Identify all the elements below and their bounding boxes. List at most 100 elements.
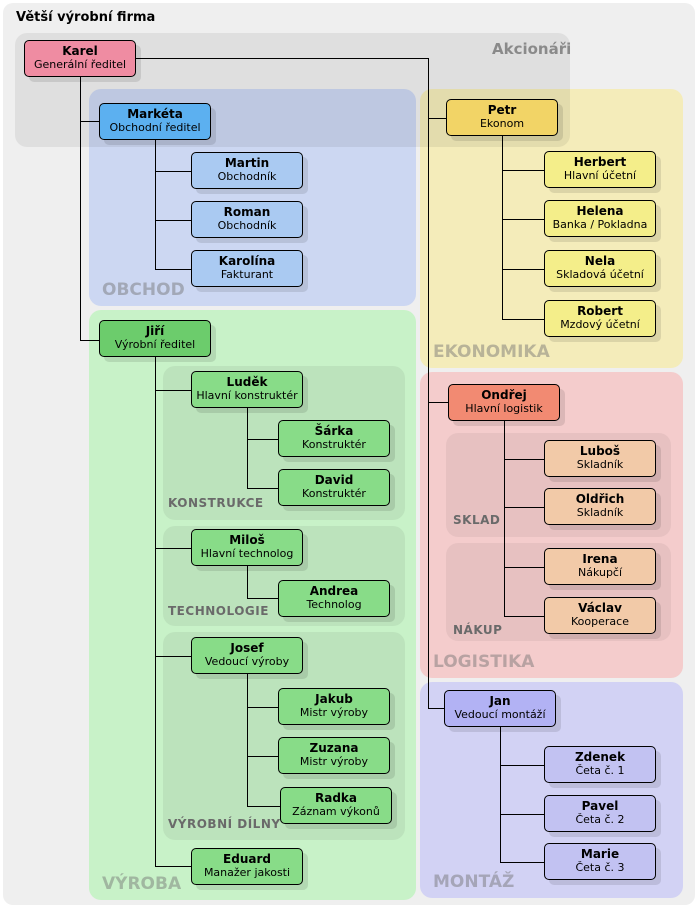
node-role: Manažer jakosti (203, 866, 291, 879)
node-milos[interactable]: Miloš Hlavní technolog (191, 529, 303, 566)
connector (247, 408, 278, 489)
connector (136, 58, 448, 709)
node-oldrich[interactable]: Oldřich Skladník (544, 488, 656, 525)
node-name: David (314, 473, 354, 487)
node-role: Hlavní konstruktér (196, 389, 298, 402)
node-jakub[interactable]: Jakub Mistr výroby (278, 688, 390, 725)
node-name: Ondřej (481, 388, 527, 402)
node-name: Zdenek (574, 750, 626, 764)
node-martin[interactable]: Martin Obchodník (191, 152, 303, 189)
node-role: Obchodní ředitel (109, 121, 201, 134)
node-role: Banka / Pokladna (552, 218, 648, 231)
node-name: Marie (580, 847, 620, 861)
node-role: Ekonom (479, 117, 525, 130)
connector (500, 727, 544, 863)
node-roman[interactable]: Roman Obchodník (191, 201, 303, 238)
node-name: Václav (578, 601, 622, 615)
subgroup-label-dilny: VÝROBNÍ DÍLNY (168, 817, 281, 831)
node-vaclav[interactable]: Václav Kooperace (544, 597, 656, 634)
node-role: Četa č. 2 (575, 813, 625, 826)
node-radka[interactable]: Radka Záznam výkonů (280, 787, 392, 824)
node-role: Výrobní ředitel (114, 338, 196, 351)
node-name: Pavel (581, 799, 619, 813)
node-name: Zuzana (309, 741, 359, 755)
diagram-title: Větší výrobní firma (16, 10, 156, 25)
node-andrea[interactable]: Andrea Technolog (278, 580, 390, 617)
node-jiri[interactable]: Jiří Výrobní ředitel (99, 320, 211, 357)
node-robert[interactable]: Robert Mzdový účetní (544, 300, 656, 337)
subgroup-label-technologie: TECHNOLOGIE (168, 604, 269, 618)
node-role: Mzdový účetní (560, 318, 640, 331)
node-jan[interactable]: Jan Vedoucí montáží (444, 690, 556, 727)
node-name: Luboš (579, 444, 621, 458)
node-role: Skladník (576, 458, 624, 471)
subgroup-label-konstrukce: KONSTRUKCE (168, 496, 264, 510)
node-role: Vedoucí výroby (204, 655, 290, 668)
node-name: Robert (577, 304, 623, 318)
connector (247, 566, 278, 599)
connector (502, 136, 544, 320)
node-lubos[interactable]: Luboš Skladník (544, 440, 656, 477)
node-marie[interactable]: Marie Četa č. 3 (544, 843, 656, 880)
node-ludek[interactable]: Luděk Hlavní konstruktér (191, 371, 303, 408)
group-label-montaz: MONTÁŽ (433, 872, 515, 892)
group-label-ekonomika: EKONOMIKA (433, 342, 550, 362)
group-label-logistika: LOGISTIKA (433, 652, 535, 672)
node-sarka[interactable]: Šárka Konstruktér (278, 420, 390, 457)
node-name: Markéta (127, 107, 183, 121)
node-eduard[interactable]: Eduard Manažer jakosti (191, 848, 303, 885)
connector (155, 140, 191, 270)
node-role: Konstruktér (302, 438, 366, 451)
node-karel[interactable]: Karel Generální ředitel (24, 40, 136, 77)
node-name: Radka (314, 791, 357, 805)
node-role: Konstruktér (302, 487, 366, 500)
node-helena[interactable]: Helena Banka / Pokladna (544, 200, 656, 237)
node-role: Mistr výroby (299, 706, 369, 719)
subgroup-label-sklad: SKLAD (453, 513, 501, 527)
node-name: Jan (489, 694, 511, 708)
node-name: Martin (224, 156, 270, 170)
node-petr[interactable]: Petr Ekonom (446, 99, 558, 136)
node-role: Technolog (306, 598, 362, 611)
node-name: Nela (584, 254, 616, 268)
node-role: Mistr výroby (299, 755, 369, 768)
node-marketa[interactable]: Markéta Obchodní ředitel (99, 103, 211, 140)
node-role: Hlavní logistik (465, 402, 543, 415)
node-role: Generální ředitel (33, 58, 127, 71)
node-role: Nákupčí (577, 566, 623, 579)
subgroup-label-nakup: NÁKUP (453, 623, 503, 637)
node-role: Skladová účetní (556, 268, 644, 281)
node-role: Četa č. 3 (575, 861, 625, 874)
node-pavel[interactable]: Pavel Četa č. 2 (544, 795, 656, 832)
node-ondrej[interactable]: Ondřej Hlavní logistik (448, 384, 560, 421)
node-name: Eduard (223, 852, 271, 866)
node-irena[interactable]: Irena Nákupčí (544, 548, 656, 585)
node-role: Obchodník (217, 219, 277, 232)
node-name: Irena (582, 552, 618, 566)
node-role: Záznam výkonů (292, 805, 380, 818)
group-label-obchod: OBCHOD (102, 280, 185, 300)
node-zdenek[interactable]: Zdenek Četa č. 1 (544, 746, 656, 783)
node-role: Hlavní účetní (563, 169, 637, 182)
node-david[interactable]: David Konstruktér (278, 469, 390, 506)
node-name: Oldřich (575, 492, 625, 506)
node-nela[interactable]: Nela Skladová účetní (544, 250, 656, 287)
node-role: Četa č. 1 (575, 764, 625, 777)
node-herbert[interactable]: Herbert Hlavní účetní (544, 151, 656, 188)
connector (155, 357, 191, 867)
node-josef[interactable]: Josef Vedoucí výroby (191, 637, 303, 674)
node-name: Helena (576, 204, 624, 218)
node-role: Skladník (576, 506, 624, 519)
group-label-akcionari: Akcionáři (492, 40, 572, 58)
node-karolina[interactable]: Karolína Fakturant (191, 250, 303, 287)
node-zuzana[interactable]: Zuzana Mistr výroby (278, 737, 390, 774)
node-name: Jakub (315, 692, 353, 706)
node-name: Josef (230, 641, 264, 655)
connector (80, 77, 99, 341)
node-name: Herbert (573, 155, 627, 169)
node-role: Fakturant (220, 268, 274, 281)
connector (504, 421, 544, 617)
node-name: Jiří (145, 324, 165, 338)
node-name: Andrea (309, 584, 359, 598)
